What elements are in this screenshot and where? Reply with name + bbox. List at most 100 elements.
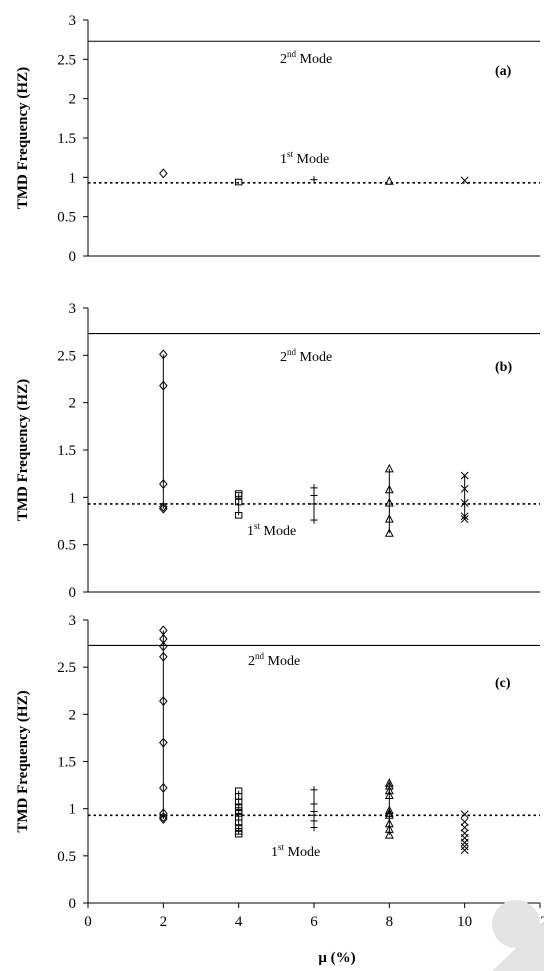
series-diamond-mu-2 [159,168,168,179]
cross-b [460,515,469,524]
series-square-mu-4 [234,787,243,838]
plus-point [310,516,318,524]
triangle-point [384,829,394,839]
series-square-mu-4 [234,490,243,519]
diamond-point [159,737,168,748]
triangle-point [384,528,394,537]
plus-point [310,786,318,794]
plus-point [310,176,318,184]
y-tick-label: 0.5 [57,849,76,865]
series-triangle-mu-8 [384,778,394,839]
watermark-fold-mark [492,900,544,971]
y-tick-label: 2 [69,396,77,412]
cross-point [460,838,469,847]
watermark-dot [492,900,540,948]
x-tick-label: 6 [310,914,318,930]
square-point [234,798,243,806]
diamond-point [159,168,168,179]
series-plus-mu-6 [310,786,318,832]
x-tick-label: 8 [386,914,394,930]
cross-b [460,810,469,819]
panel-label: (b) [495,360,512,375]
triangle-point [384,810,394,819]
cross-point [460,471,469,480]
diamond-point [159,696,168,707]
triangle-point [384,514,394,523]
square-point [234,824,243,831]
plus-point [310,817,318,825]
series-plus-mu-6 [310,484,318,524]
triangle-point [384,463,394,473]
diamond-point [159,651,168,662]
cross-b [460,471,469,480]
triangle-point [384,497,394,507]
cross-b [460,842,469,851]
y-tick-label: 0 [69,896,77,912]
x-tick-label: 10 [457,914,472,930]
y-tick-label: 1 [69,490,77,506]
series-cross-mu-10 [460,176,469,185]
cross-point [460,846,469,855]
cross-b [460,484,469,493]
y-tick-label: 0 [69,585,77,601]
watermark-fold [492,922,544,971]
y-tick-label: 1.5 [57,755,76,771]
y-axis-label: TMD Frequency (HZ) [15,67,31,209]
series-cross-mu-10 [460,471,469,524]
diamond-point [159,503,168,514]
diamond-point [159,479,168,490]
series-cross-mu-10 [460,810,469,855]
plus-point [310,491,318,500]
series-diamond-mu-2 [159,625,168,825]
series-triangle-mu-8 [384,463,394,537]
y-tick-label: 1 [69,802,77,818]
cross-point [460,512,469,521]
diamond-point [159,633,168,644]
cross-point [460,810,469,819]
square-point [234,803,243,811]
square-point [234,178,243,186]
diamond-point [159,808,168,819]
y-tick-label: 1 [69,170,77,186]
diamond-point [159,641,168,652]
square-point [234,819,243,827]
cross-b [460,512,469,521]
square-point [234,492,243,499]
plus-point [310,484,318,492]
panel-label: (c) [495,676,511,691]
y-tick-label: 3 [69,301,77,317]
second-mode-label: 2nd Mode [280,49,332,67]
cross-point [460,499,469,507]
y-axis-label: TMD Frequency (HZ) [15,379,31,521]
first-mode-label: 1st Mode [280,149,329,167]
y-tick-label: 1.5 [57,131,76,147]
triangle-point [384,785,394,795]
cross-b [460,817,469,826]
y-tick-label: 0 [69,249,77,265]
x-axis-label: μ (%) [318,950,355,966]
triangle-point [384,824,394,833]
diamond-point [159,812,168,823]
cross-point [460,823,469,832]
diamond-point [159,814,168,825]
x-tick-label: 0 [84,914,92,930]
cross-b [460,499,469,507]
y-axis-label: TMD Frequency (HZ) [15,690,31,832]
triangle-point [384,176,394,185]
plus-point [310,823,318,832]
series-plus-mu-6 [310,176,318,184]
y-tick-label: 2 [69,92,77,108]
y-tick-label: 2.5 [57,52,76,68]
y-tick-label: 0.5 [57,210,76,226]
panel-a: 0 0.5 1 1.5 2 2.5 3 TMD Frequency (HZ) 2nd Mode 1… [15,13,540,265]
square-point [234,830,243,838]
x-tick-label: 2 [160,914,168,930]
y-tick-label: 1.5 [57,443,76,459]
second-mode-label: 2nd Mode [248,651,300,669]
series-diamond-mu-2 [159,349,168,514]
cross-point [460,842,469,851]
diamond-point [159,782,168,793]
diamond-point [159,501,168,512]
cross-point [460,817,469,826]
